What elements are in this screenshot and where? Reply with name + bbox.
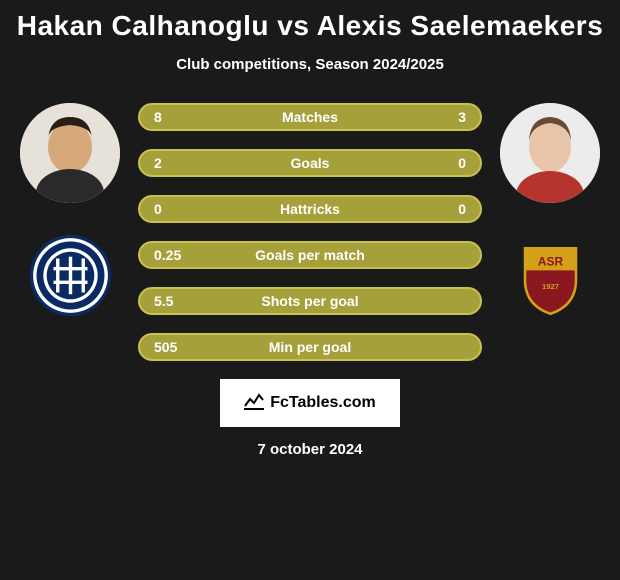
subtitle: Club competitions, Season 2024/2025 — [176, 56, 444, 73]
stat-right-value: 0 — [406, 155, 466, 171]
avatar-icon — [20, 103, 120, 203]
stat-row-goals-per-match: 0.25 Goals per match — [138, 241, 482, 269]
branding-label: FcTables.com — [270, 394, 376, 412]
right-column: ASR 1927 — [490, 103, 610, 318]
club-left-logo — [28, 233, 113, 318]
left-column — [10, 103, 130, 318]
stat-label: Hattricks — [214, 201, 406, 217]
stat-row-matches: 8 Matches 3 — [138, 103, 482, 131]
stat-label: Goals — [214, 155, 406, 171]
stat-left-value: 0 — [154, 201, 214, 217]
comparison-card: Hakan Calhanoglu vs Alexis Saelemaekers … — [0, 0, 620, 458]
player-right-photo — [500, 103, 600, 203]
club-year-text: 1927 — [542, 282, 559, 291]
stat-left-value: 2 — [154, 155, 214, 171]
svg-text:ASR: ASR — [537, 254, 563, 268]
shield-icon — [28, 233, 113, 318]
stat-left-value: 0.25 — [154, 247, 214, 263]
stat-row-min-per-goal: 505 Min per goal — [138, 333, 482, 361]
stat-left-value: 505 — [154, 339, 214, 355]
stat-right-value: 0 — [406, 201, 466, 217]
main-area: 8 Matches 3 2 Goals 0 0 Hattricks 0 0.25… — [0, 103, 620, 361]
stat-row-shots-per-goal: 5.5 Shots per goal — [138, 287, 482, 315]
stat-row-goals: 2 Goals 0 — [138, 149, 482, 177]
stat-row-hattricks: 0 Hattricks 0 — [138, 195, 482, 223]
stat-left-value: 5.5 — [154, 293, 214, 309]
branding-banner[interactable]: FcTables.com — [220, 379, 400, 427]
stat-label: Min per goal — [214, 339, 406, 355]
stat-right-value: 3 — [406, 109, 466, 125]
stats-bars: 8 Matches 3 2 Goals 0 0 Hattricks 0 0.25… — [130, 103, 490, 361]
stat-left-value: 8 — [154, 109, 214, 125]
club-right-logo: ASR 1927 — [508, 233, 593, 318]
stat-label: Goals per match — [214, 247, 406, 263]
avatar-icon — [500, 103, 600, 203]
stat-label: Shots per goal — [214, 293, 406, 309]
stat-label: Matches — [214, 109, 406, 125]
shield-icon: ASR 1927 — [508, 233, 593, 318]
player-left-photo — [20, 103, 120, 203]
chart-icon — [244, 392, 264, 415]
date-text: 7 october 2024 — [257, 441, 362, 458]
page-title: Hakan Calhanoglu vs Alexis Saelemaekers — [17, 10, 604, 42]
